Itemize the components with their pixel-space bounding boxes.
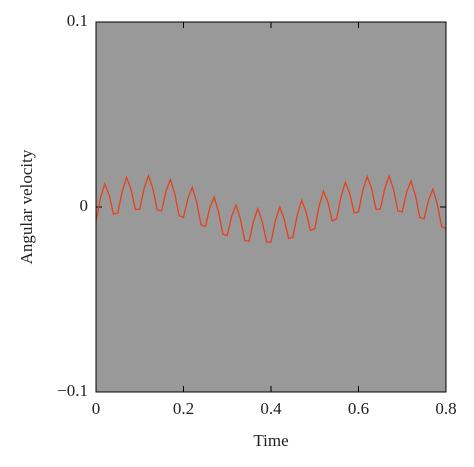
y-tick-label: 0.1 <box>67 11 88 30</box>
x-axis-label: Time <box>253 431 288 450</box>
y-tick-label: −0.1 <box>57 381 88 400</box>
x-tick-label: 0.4 <box>260 399 282 418</box>
data-line <box>95 173 447 243</box>
x-tick-label: 0 <box>92 399 101 418</box>
y-axis-label: Angular velocity <box>17 149 36 264</box>
x-tick-label: 0.6 <box>348 399 369 418</box>
plot-background <box>96 22 446 392</box>
plot-frame <box>95 21 447 393</box>
x-tick-label: 0.8 <box>435 399 456 418</box>
y-tick-label: 0 <box>80 196 89 215</box>
x-tick-label: 0.2 <box>173 399 194 418</box>
